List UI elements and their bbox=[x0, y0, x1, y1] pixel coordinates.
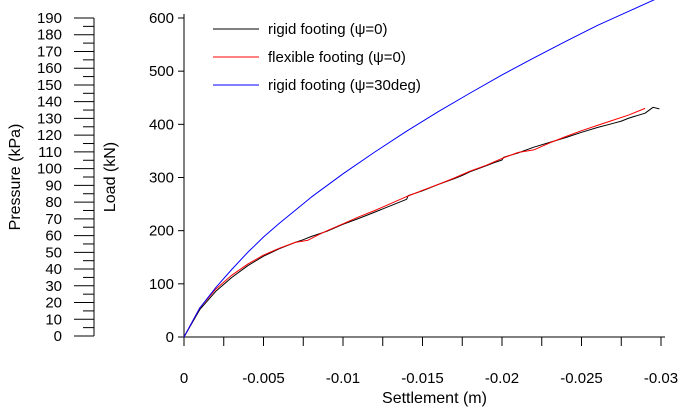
secondary-tick-label: 150 bbox=[37, 77, 62, 94]
y-tick-label: 500 bbox=[149, 63, 174, 80]
secondary-tick-label: 80 bbox=[45, 194, 62, 211]
secondary-tick-label: 20 bbox=[45, 295, 62, 312]
y-axis-title: Load (kN) bbox=[102, 142, 119, 212]
secondary-y-axis: 0102030405060708090100110120130140150160… bbox=[7, 10, 95, 345]
x-tick-label: -0.03 bbox=[644, 370, 678, 387]
secondary-tick-label: 100 bbox=[37, 161, 62, 178]
series-line-1 bbox=[183, 107, 646, 338]
y-tick-label: 200 bbox=[149, 223, 174, 240]
legend-label-0: rigid footing (ψ=0) bbox=[268, 21, 388, 38]
y-tick-label: 600 bbox=[149, 10, 174, 27]
plot-series bbox=[183, 0, 660, 338]
secondary-tick-label: 140 bbox=[37, 94, 62, 111]
x-tick-label: -0.015 bbox=[401, 370, 444, 387]
secondary-tick-label: 90 bbox=[45, 177, 62, 194]
legend-label-2: rigid footing (ψ=30deg) bbox=[268, 77, 421, 94]
secondary-tick-label: 30 bbox=[45, 278, 62, 295]
x-tick-label: -0.025 bbox=[560, 370, 603, 387]
x-tick-label: -0.01 bbox=[326, 370, 360, 387]
series-line-2 bbox=[183, 0, 655, 338]
secondary-tick-label: 0 bbox=[54, 328, 62, 345]
secondary-tick-label: 190 bbox=[37, 10, 62, 27]
secondary-tick-label: 40 bbox=[45, 261, 62, 278]
y-tick-label: 400 bbox=[149, 116, 174, 133]
secondary-tick-label: 110 bbox=[38, 144, 62, 161]
secondary-tick-label: 60 bbox=[45, 228, 62, 245]
secondary-tick-label: 120 bbox=[37, 127, 62, 144]
primary-axes: 0 100 200 300 400 500 600 0 -0.005 -0.01 -0.015 -0.… bbox=[102, 10, 678, 407]
series-line-0 bbox=[183, 106, 660, 338]
secondary-tick-label: 180 bbox=[37, 27, 62, 44]
y-tick-label: 0 bbox=[166, 329, 174, 346]
secondary-tick-label: 170 bbox=[37, 43, 62, 60]
secondary-tick-label: 70 bbox=[45, 211, 62, 228]
secondary-tick-label: 50 bbox=[45, 244, 62, 261]
legend: rigid footing (ψ=0) flexible footing (ψ=0… bbox=[213, 21, 421, 94]
x-tick-label: -0.02 bbox=[485, 370, 519, 387]
y-tick-label: 300 bbox=[149, 170, 174, 187]
x-axis-title: Settlement (m) bbox=[382, 390, 487, 407]
legend-label-1: flexible footing (ψ=0) bbox=[268, 49, 406, 66]
x-tick-label: 0 bbox=[180, 370, 188, 387]
secondary-tick-label: 130 bbox=[37, 110, 62, 127]
x-tick-label: -0.005 bbox=[242, 370, 285, 387]
y-tick-label: 100 bbox=[149, 276, 174, 293]
secondary-axis-title: Pressure (kPa) bbox=[7, 124, 24, 231]
secondary-tick-label: 10 bbox=[45, 311, 62, 328]
secondary-tick-label: 160 bbox=[37, 60, 62, 77]
